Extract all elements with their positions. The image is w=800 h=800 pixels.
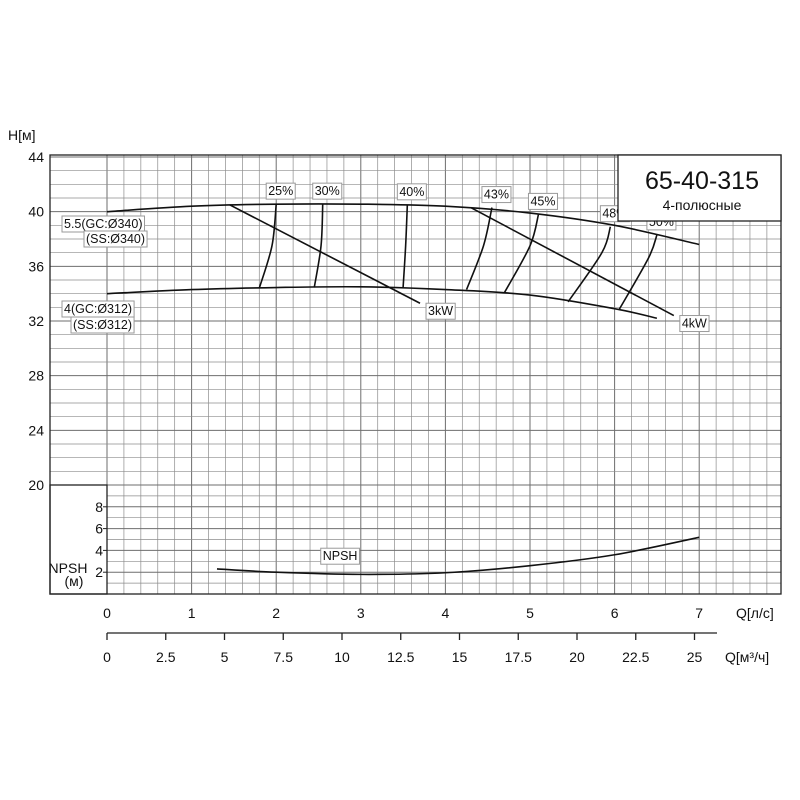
series-label-2-line2-box [70,316,135,334]
npsh-curve-label-box [320,547,360,565]
flow-m3h-tick-label: 12.5 [387,649,414,665]
flow-m3h-tick-label: 2.5 [156,649,176,665]
efficiency-label-box [265,182,296,200]
flow-m3h-tick-label: 10 [334,649,350,665]
flow-ls-axis-label: Q[л/с] [736,605,774,621]
title-box: 65-40-315 4-полюсные [617,154,782,222]
flow-ls-tick-label: 1 [188,605,196,621]
flow-m3h-tick-label: 7.5 [274,649,294,665]
npsh-tick-label: 8 [95,499,103,515]
efficiency-label-box [312,182,343,200]
flow-ls-tick-label: 7 [695,605,703,621]
head-tick-label: 20 [28,477,44,493]
head-axis-label: H[м] [8,127,36,143]
series-label-2: 4(GC:Ø312) [64,302,132,316]
head-tick-label: 32 [28,313,44,329]
flow-ls-tick-label: 3 [357,605,365,621]
flow-m3h-tick-label: 0 [103,649,111,665]
npsh-tick-label: 6 [95,521,103,537]
npsh-curve [216,536,700,576]
flow-m3h-tick-label: 25 [687,649,703,665]
head-tick-label: 44 [28,149,44,165]
efficiency-label-box [527,192,558,210]
power-label: 4kW [682,317,707,331]
flow-m3h-tick-label: 5 [221,649,229,665]
efficiency-line [402,204,409,288]
chart-subtitle: 4-полюсные [663,197,742,213]
flow-m3h-tick-label: 17.5 [505,649,532,665]
series-label-1-line2: (SS:Ø340) [86,232,145,246]
efficiency-label: 25% [268,184,293,198]
npsh-axis-panel [49,484,108,595]
head-tick-label: 40 [28,204,44,220]
efficiency-line [465,207,493,290]
flow-ls-tick-label: 0 [103,605,111,621]
efficiency-label-box [481,186,512,204]
flow-m3h-tick-label: 20 [569,649,585,665]
efficiency-label: 40% [399,185,424,199]
efficiency-line [567,226,612,303]
npsh-axis-unit: (м) [65,573,84,589]
flow-ls-tick-label: 6 [611,605,619,621]
head-tick-label: 28 [28,368,44,384]
npsh-axis-label: NPSH [49,560,88,576]
efficiency-line [503,214,540,293]
series-label-2-line2: (SS:Ø312) [73,318,132,332]
efficiency-label: 45% [530,194,555,208]
efficiency-label: 30% [315,184,340,198]
power-label-box [679,315,710,333]
grid [50,155,781,595]
power-line [470,206,675,317]
curves [106,203,700,576]
hq-curve-1 [106,203,700,246]
npsh-axis-block: 2 4 6 8 NPSH(м) [49,484,108,595]
efficiency-line [313,204,324,288]
efficiency-label-box [396,183,427,201]
power-label-box [425,302,456,320]
npsh-tick-label: 2 [95,564,103,580]
efficiency-label: 43% [484,188,509,202]
flow-m3h-tick-label: 15 [452,649,468,665]
flow-m3h-axis-label: Q[м³/ч] [725,649,769,665]
series-label-1: 5.5(GC:Ø340) [64,217,143,231]
npsh-curve-label: NPSH [323,549,358,563]
power-line [229,204,421,304]
hq-curve-2 [106,285,658,320]
plot-frame [49,154,782,595]
efficiency-line [618,234,658,311]
title-box-frame [617,154,782,222]
chart-title: 65-40-315 [645,167,759,195]
series-label-1-line2-box [83,230,148,248]
head-tick-label: 36 [28,258,44,274]
flow-ls-tick-label: 5 [526,605,534,621]
curve-labels: 25% 30% 40% 43% 45%48%50%3kW4kWNPSH5.5(GC:Ø3… [61,182,710,565]
flow-ls-tick-label: 4 [442,605,450,621]
efficiency-line [258,204,277,289]
flow-ls-tick-label: 2 [272,605,280,621]
npsh-tick-label: 4 [95,542,103,558]
power-label: 3kW [428,304,453,318]
head-tick-label: 24 [28,422,44,438]
flow-m3h-tick-label: 22.5 [622,649,649,665]
